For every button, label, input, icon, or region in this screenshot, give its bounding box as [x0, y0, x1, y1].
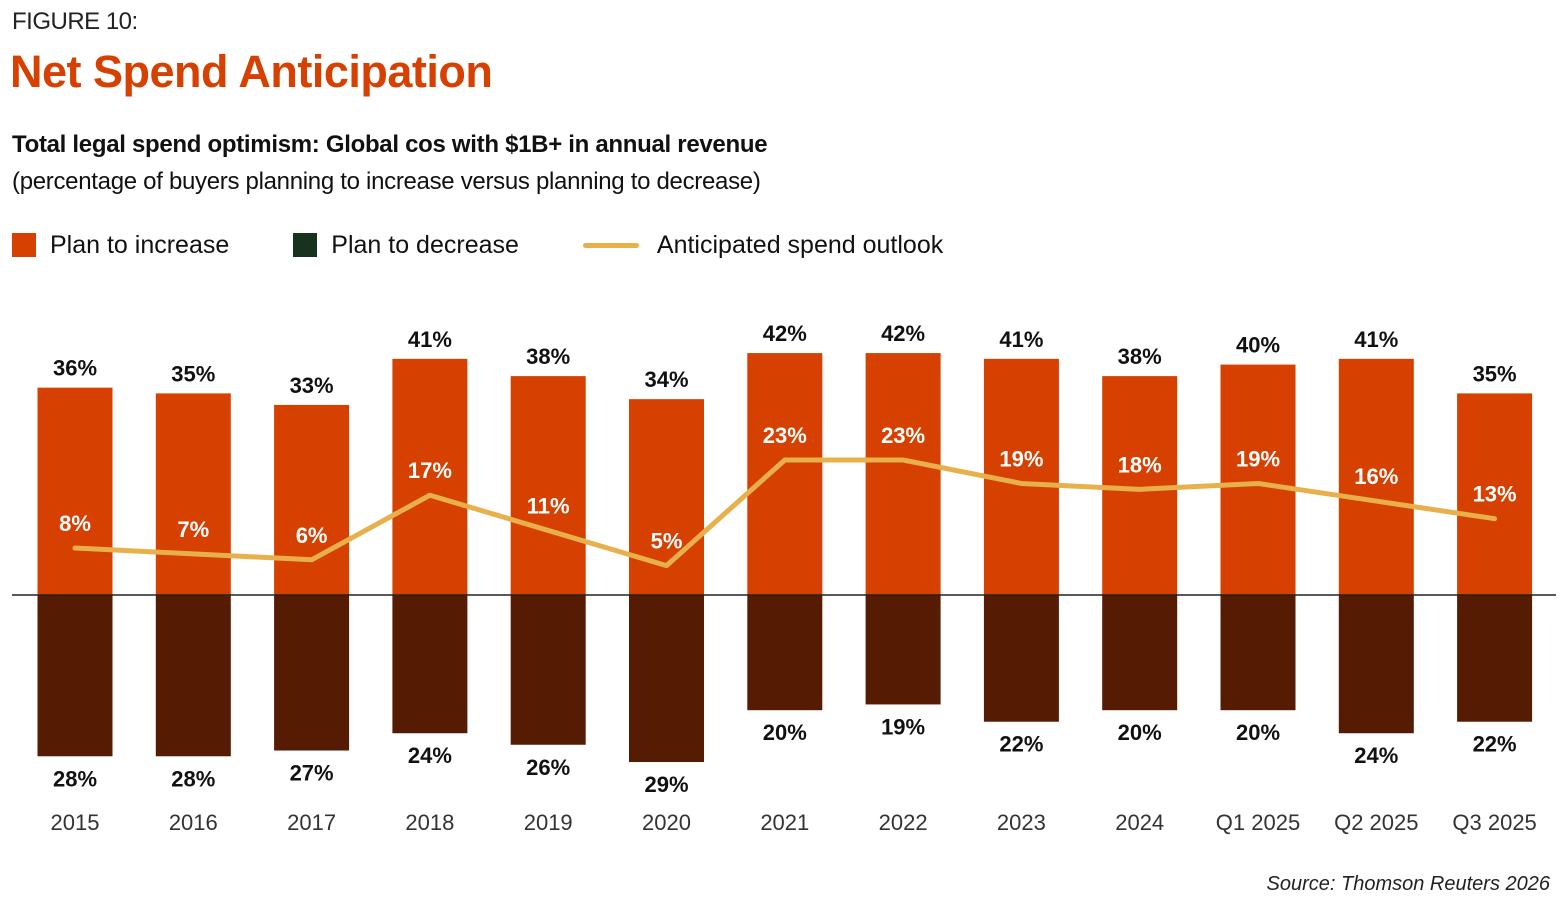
data-label-increase: 40% [1236, 333, 1280, 358]
x-tick-label: 2018 [405, 810, 454, 835]
x-tick-label: 2019 [524, 810, 573, 835]
chart-title: Net Spend Anticipation [10, 46, 493, 97]
bar-decrease [510, 595, 586, 745]
data-label-outlook: 5% [651, 529, 683, 554]
x-tick-label: 2015 [51, 810, 100, 835]
bar-decrease [1220, 595, 1296, 711]
data-label-increase: 38% [1118, 344, 1162, 369]
bar-decrease [629, 595, 704, 763]
data-label-outlook: 17% [408, 458, 452, 483]
data-label-increase: 35% [171, 361, 215, 386]
data-label-outlook: 7% [177, 517, 209, 542]
bar-decrease [747, 595, 823, 711]
data-label-decrease: 29% [644, 772, 688, 797]
x-tick-label: Q3 2025 [1452, 810, 1536, 835]
data-label-outlook: 11% [527, 493, 570, 518]
bar-increase [510, 376, 586, 595]
data-label-decrease: 20% [1118, 720, 1162, 745]
data-label-increase: 42% [881, 321, 925, 346]
data-label-decrease: 22% [1473, 732, 1517, 757]
data-label-increase: 41% [999, 327, 1043, 352]
data-label-increase: 38% [526, 344, 570, 369]
line-outlook [72, 457, 1498, 569]
legend-swatch-outlook [582, 242, 639, 248]
bar-decrease [865, 595, 941, 705]
data-label-outlook: 13% [1473, 482, 1517, 507]
bar-decrease [155, 595, 231, 757]
bar-increase [392, 358, 468, 595]
legend-swatch-increase [12, 233, 36, 257]
x-tick-label: 2020 [642, 810, 691, 835]
legend-label-decrease: Plan to decrease [331, 230, 519, 259]
data-label-outlook: 6% [296, 523, 328, 548]
data-label-decrease: 27% [290, 761, 334, 786]
data-label-increase: 42% [763, 321, 807, 346]
bar-decrease [1102, 595, 1178, 711]
data-label-decrease: 26% [526, 755, 570, 780]
data-label-increase: 41% [408, 327, 452, 352]
x-tick-label: 2017 [287, 810, 336, 835]
data-label-outlook: 8% [59, 511, 91, 536]
data-label-outlook: 23% [881, 423, 925, 448]
data-label-decrease: 24% [408, 743, 452, 768]
data-label-increase: 36% [53, 356, 97, 381]
legend-swatch-decrease [293, 233, 318, 257]
data-label-increase: 41% [1354, 327, 1398, 352]
legend-item-decrease: Plan to decrease [293, 231, 519, 260]
data-label-increase: 33% [290, 373, 334, 398]
data-label-decrease: 19% [881, 714, 925, 739]
bar-increase [37, 387, 113, 595]
bar-increase [865, 353, 941, 595]
bar-increase [1220, 364, 1296, 595]
data-label-decrease: 28% [171, 766, 215, 791]
x-tick-label: 2022 [879, 810, 928, 835]
data-label-outlook: 23% [763, 423, 807, 448]
chart-subnote: (percentage of buyers planning to increa… [12, 168, 761, 195]
data-label-outlook: 16% [1354, 464, 1398, 489]
x-tick-label: 2016 [169, 810, 218, 835]
bar-increase [274, 404, 350, 595]
bar-decrease [274, 595, 350, 751]
x-tick-label: Q1 2025 [1216, 810, 1300, 835]
legend-item-increase: Plan to increase [12, 231, 229, 260]
x-tick-label: 2023 [997, 810, 1046, 835]
bar-increase [1457, 393, 1533, 595]
source-note: Source: Thomson Reuters 2026 [1266, 873, 1551, 895]
data-label-decrease: 22% [999, 732, 1043, 757]
data-label-decrease: 28% [53, 766, 97, 791]
legend-label-increase: Plan to increase [50, 230, 230, 259]
bar-increase [747, 353, 823, 595]
chart-subtitle: Total legal spend optimism: Global cos w… [12, 131, 768, 158]
figure-label: FIGURE 10: [12, 8, 138, 35]
data-label-outlook: 18% [1118, 452, 1162, 477]
bar-decrease [1338, 595, 1414, 734]
data-label-increase: 35% [1473, 361, 1517, 386]
data-label-decrease: 20% [763, 720, 807, 745]
legend-label-outlook: Anticipated spend outlook [656, 230, 944, 259]
data-label-increase: 34% [644, 367, 688, 392]
bar-decrease [983, 595, 1059, 722]
legend: Plan to increase Plan to decrease Antici… [12, 228, 1007, 262]
data-label-decrease: 20% [1236, 720, 1280, 745]
data-label-outlook: 19% [999, 446, 1043, 471]
x-tick-label: Q2 2025 [1334, 810, 1418, 835]
x-tick-label: 2024 [1115, 810, 1164, 835]
legend-item-outlook: Anticipated spend outlook [582, 230, 944, 260]
x-tick-label: 2021 [760, 810, 809, 835]
bar-increase [155, 393, 231, 595]
bar-decrease [1457, 595, 1533, 722]
bar-increase [1338, 358, 1414, 595]
data-label-decrease: 24% [1354, 743, 1398, 768]
bar-decrease [37, 595, 113, 757]
bar-decrease [392, 595, 468, 734]
data-label-outlook: 19% [1236, 446, 1280, 471]
bar-increase [1102, 376, 1178, 595]
